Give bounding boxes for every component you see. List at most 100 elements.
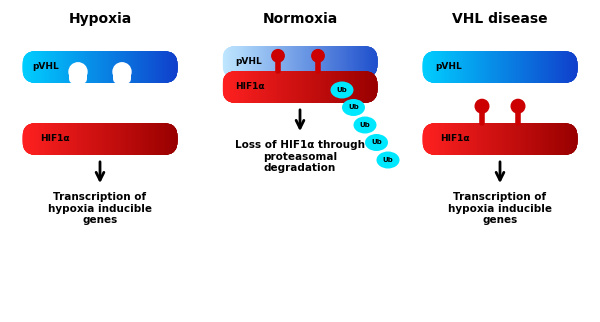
Bar bbox=[166, 123, 167, 155]
Bar bbox=[283, 46, 284, 78]
Bar bbox=[256, 46, 257, 78]
Bar bbox=[447, 123, 448, 155]
Bar bbox=[235, 46, 236, 78]
Bar bbox=[479, 51, 480, 83]
Bar bbox=[496, 51, 497, 83]
Bar bbox=[276, 71, 277, 103]
Bar bbox=[101, 51, 102, 83]
Bar bbox=[149, 123, 150, 155]
Bar bbox=[72, 51, 73, 83]
Bar bbox=[295, 46, 296, 78]
Text: Ub: Ub bbox=[383, 157, 394, 163]
Bar bbox=[355, 46, 356, 78]
Bar bbox=[118, 51, 119, 83]
Bar bbox=[275, 71, 276, 103]
Bar bbox=[470, 51, 472, 83]
Bar bbox=[550, 51, 551, 83]
Bar bbox=[140, 51, 141, 83]
Bar bbox=[451, 123, 452, 155]
Bar bbox=[139, 51, 140, 83]
Bar bbox=[271, 46, 272, 78]
Bar bbox=[555, 51, 556, 83]
Bar bbox=[252, 46, 253, 78]
Bar bbox=[103, 123, 104, 155]
Bar bbox=[534, 123, 535, 155]
Bar bbox=[276, 46, 277, 78]
Bar bbox=[497, 51, 498, 83]
Bar bbox=[167, 123, 169, 155]
Bar bbox=[76, 123, 77, 155]
Bar bbox=[266, 71, 267, 103]
Bar bbox=[117, 123, 118, 155]
Bar bbox=[57, 51, 58, 83]
Bar bbox=[565, 123, 566, 155]
Bar bbox=[26, 51, 28, 83]
Bar bbox=[251, 71, 252, 103]
Bar bbox=[539, 123, 540, 155]
Ellipse shape bbox=[353, 117, 377, 134]
Bar bbox=[566, 51, 568, 83]
Bar bbox=[295, 71, 296, 103]
Bar bbox=[493, 51, 494, 83]
Bar bbox=[23, 123, 25, 155]
Bar bbox=[40, 51, 41, 83]
Bar bbox=[525, 123, 526, 155]
Bar bbox=[530, 123, 532, 155]
Bar bbox=[493, 51, 494, 83]
Bar bbox=[436, 51, 437, 83]
Bar bbox=[292, 46, 293, 78]
Bar bbox=[455, 51, 456, 83]
Bar bbox=[521, 51, 522, 83]
Bar bbox=[244, 46, 245, 78]
Bar bbox=[102, 123, 103, 155]
Bar bbox=[289, 46, 290, 78]
Bar bbox=[45, 51, 46, 83]
Bar bbox=[156, 51, 157, 83]
Bar bbox=[114, 51, 115, 83]
Bar bbox=[507, 123, 508, 155]
Bar bbox=[445, 51, 446, 83]
Bar bbox=[481, 123, 482, 155]
Bar bbox=[429, 51, 430, 83]
Bar bbox=[151, 123, 152, 155]
Bar bbox=[556, 123, 557, 155]
Bar bbox=[328, 46, 329, 78]
Bar bbox=[503, 123, 504, 155]
Bar bbox=[119, 123, 120, 155]
Bar bbox=[68, 123, 70, 155]
Bar bbox=[491, 51, 492, 83]
Bar bbox=[351, 71, 352, 103]
Bar bbox=[312, 46, 313, 78]
Bar bbox=[566, 51, 567, 83]
Bar bbox=[231, 46, 232, 78]
Bar bbox=[152, 51, 153, 83]
Bar bbox=[250, 46, 251, 78]
Bar bbox=[466, 51, 467, 83]
Bar bbox=[41, 51, 42, 83]
Bar bbox=[560, 51, 561, 83]
Bar bbox=[510, 51, 511, 83]
Bar bbox=[97, 51, 98, 83]
Bar bbox=[74, 123, 76, 155]
Bar bbox=[374, 71, 375, 103]
Bar bbox=[482, 123, 483, 155]
Bar bbox=[307, 71, 308, 103]
Bar bbox=[319, 46, 320, 78]
Bar bbox=[127, 123, 128, 155]
Bar bbox=[55, 51, 56, 83]
Bar bbox=[439, 123, 440, 155]
Bar bbox=[123, 51, 124, 83]
Bar bbox=[46, 51, 47, 83]
Bar bbox=[440, 51, 442, 83]
Bar bbox=[172, 123, 173, 155]
Bar bbox=[289, 71, 290, 103]
Bar bbox=[530, 51, 531, 83]
Bar bbox=[75, 51, 76, 83]
Text: Transcription of
hypoxia inducible
genes: Transcription of hypoxia inducible genes bbox=[448, 192, 552, 225]
Bar bbox=[350, 71, 351, 103]
Bar bbox=[82, 123, 83, 155]
Bar bbox=[481, 51, 482, 83]
Bar bbox=[534, 51, 535, 83]
Bar bbox=[92, 51, 93, 83]
Bar bbox=[575, 51, 576, 83]
